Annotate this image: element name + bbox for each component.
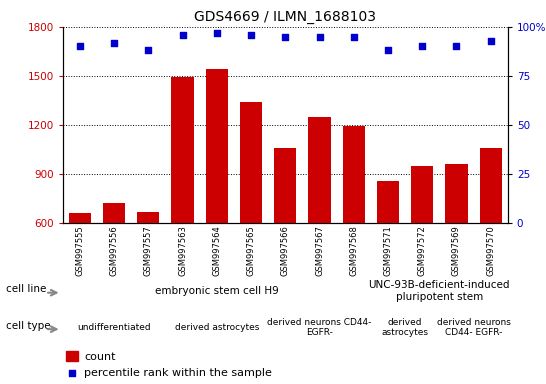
Bar [103,203,125,321]
Point [452,43,461,50]
Point [418,43,426,50]
Text: derived neurons
CD44- EGFR-: derived neurons CD44- EGFR- [437,318,511,337]
Bar [377,181,399,321]
Text: cell line: cell line [7,284,46,294]
Bar [308,117,331,321]
Point [144,47,153,53]
Text: percentile rank within the sample: percentile rank within the sample [84,368,272,378]
Text: GSM997555: GSM997555 [75,225,85,276]
Point [315,34,324,40]
Point [486,38,495,44]
Text: derived astrocytes: derived astrocytes [175,323,259,332]
Text: UNC-93B-deficient-induced
pluripotent stem: UNC-93B-deficient-induced pluripotent st… [369,280,510,302]
Point [349,34,358,40]
Text: GSM997568: GSM997568 [349,225,358,276]
Text: GSM997569: GSM997569 [452,225,461,276]
Bar [171,78,194,321]
Text: GSM997565: GSM997565 [247,225,256,276]
Bar [343,126,365,321]
Text: GSM997557: GSM997557 [144,225,153,276]
Text: GSM997567: GSM997567 [315,225,324,276]
Bar [137,212,159,321]
Text: cell type: cell type [7,321,51,331]
Text: derived neurons CD44-
EGFR-: derived neurons CD44- EGFR- [268,318,372,337]
Text: count: count [84,352,116,362]
Bar [479,147,502,321]
Bar [69,213,91,321]
Text: undifferentiated: undifferentiated [78,323,151,332]
Text: GSM997556: GSM997556 [110,225,118,276]
Point [306,296,314,302]
Point [178,31,187,38]
Point [212,30,221,36]
Bar [446,164,467,321]
Point [281,34,289,40]
Text: embryonic stem cell H9: embryonic stem cell H9 [155,286,278,296]
Text: GSM997563: GSM997563 [178,225,187,276]
Bar [411,166,434,321]
Point [384,47,393,53]
Point [247,31,256,38]
Title: GDS4669 / ILMN_1688103: GDS4669 / ILMN_1688103 [194,10,376,25]
Text: derived
astrocytes: derived astrocytes [382,318,429,337]
Bar [274,147,296,321]
Text: GSM997571: GSM997571 [383,225,393,276]
Bar [240,102,262,321]
Text: GSM997572: GSM997572 [418,225,427,276]
Text: GSM997566: GSM997566 [281,225,290,276]
Bar [66,351,78,361]
Point [110,40,118,46]
Text: GSM997564: GSM997564 [212,225,221,276]
Bar [206,69,228,321]
Point [75,43,84,50]
Text: GSM997570: GSM997570 [486,225,495,276]
